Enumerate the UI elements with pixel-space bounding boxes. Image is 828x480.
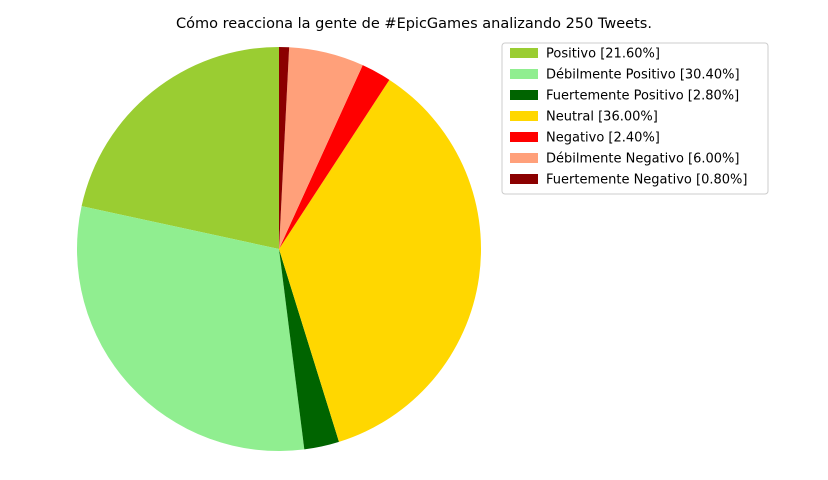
legend-swatch-6 xyxy=(510,174,538,184)
legend-label-4: Negativo [2.40%] xyxy=(546,131,660,146)
legend-label-0: Positivo [21.60%] xyxy=(546,47,660,62)
legend-label-6: Fuertemente Negativo [0.80%] xyxy=(546,173,747,188)
legend-label-3: Neutral [36.00%] xyxy=(546,110,658,125)
legend-label-1: Débilmente Positivo [30.40%] xyxy=(546,68,740,83)
legend-swatch-3 xyxy=(510,111,538,121)
legend-swatch-0 xyxy=(510,48,538,58)
legend-swatch-5 xyxy=(510,153,538,163)
pie-slices xyxy=(77,47,481,451)
legend-label-5: Débilmente Negativo [6.00%] xyxy=(546,152,739,167)
legend-swatch-2 xyxy=(510,90,538,100)
legend: Positivo [21.60%] Débilmente Positivo [30… xyxy=(502,43,768,194)
legend-label-2: Fuertemente Positivo [2.80%] xyxy=(546,89,739,104)
chart-title: Cómo reacciona la gente de #EpicGames an… xyxy=(176,16,652,32)
legend-swatch-4 xyxy=(510,132,538,142)
legend-swatch-1 xyxy=(510,69,538,79)
